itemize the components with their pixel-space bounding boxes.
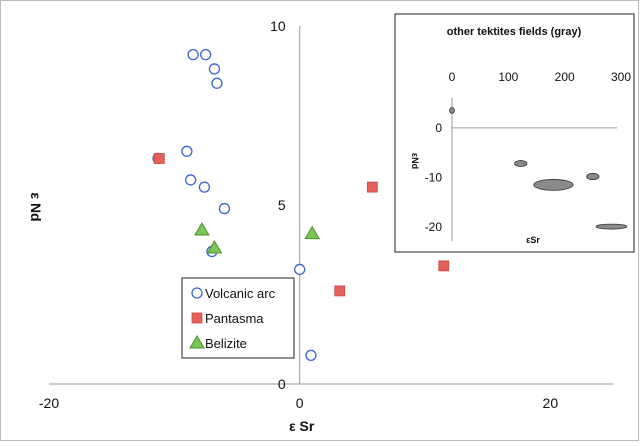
inset-x-tick-label: 200 [555,70,575,84]
volcanic-arc-point [305,349,317,362]
volcanic-arc-point [200,48,212,61]
tektite-field [586,172,600,181]
inset-x-tick-label: 0 [449,70,456,84]
volcanic-arc-point [294,263,306,276]
pantasma-point [153,153,165,164]
inset-x-axis-label: εSr [526,235,540,245]
inset-y-tick-label: -20 [425,220,443,234]
pantasma-point [366,181,378,193]
tektite-field [533,179,574,191]
legend: Volcanic arc Pantasma Belizite [181,277,295,359]
volcanic-arc-point [198,181,211,193]
inset-box [394,13,635,253]
inset-axes [451,98,617,241]
legend-marker-pantasma [191,312,203,324]
belizite-point [304,225,321,240]
legend-label-pantasma: Pantasma [205,311,264,326]
y-axis-label: ε Nd [28,192,44,221]
inset-y-axis-label: εNd [410,153,420,169]
main-data-points [152,48,450,362]
legend-label-belizite: Belizite [205,336,247,351]
inset-chart: other tektites fields (gray) 0 100 200 3000… [394,13,635,253]
legend-marker-volcanic-arc [191,287,203,299]
pantasma-point [438,260,450,272]
volcanic-arc-point [211,77,223,89]
volcanic-arc-point [218,202,231,215]
inset-x-tick-label: 100 [498,70,518,84]
volcanic-arc-point [208,63,221,75]
inset-x-tick-label: 300 [611,70,631,84]
main-tick-labels: -20 0 20 0 5 10 [39,18,558,411]
tektite-field [514,160,528,167]
volcanic-arc-point [184,174,197,186]
inset-y-tick-label: -10 [425,170,443,184]
tektite-field [595,223,628,230]
x-tick-label: 20 [543,395,559,411]
belizite-point [206,239,223,254]
x-tick-label: 0 [296,395,304,411]
y-tick-label: 0 [278,376,286,392]
inset-tektite-fields [449,107,628,230]
legend-label-volcanic-arc: Volcanic arc [205,286,276,301]
volcanic-arc-point [181,145,193,157]
tektite-field [449,107,455,114]
inset-y-tick-label: 0 [435,121,442,135]
inset-tick-labels: 0 100 200 300 0 -10 -20 [425,70,632,234]
legend-marker-belizite [189,335,205,349]
pantasma-point [334,285,346,297]
x-tick-label: -20 [39,395,59,411]
inset-title: other tektites fields (gray) [447,26,582,38]
y-tick-label: 10 [270,18,286,34]
y-tick-label: 5 [278,197,286,213]
x-axis-label: ε Sr [289,418,315,434]
volcanic-arc-point [187,48,199,61]
belizite-point [194,222,210,236]
main-axes [49,26,613,385]
